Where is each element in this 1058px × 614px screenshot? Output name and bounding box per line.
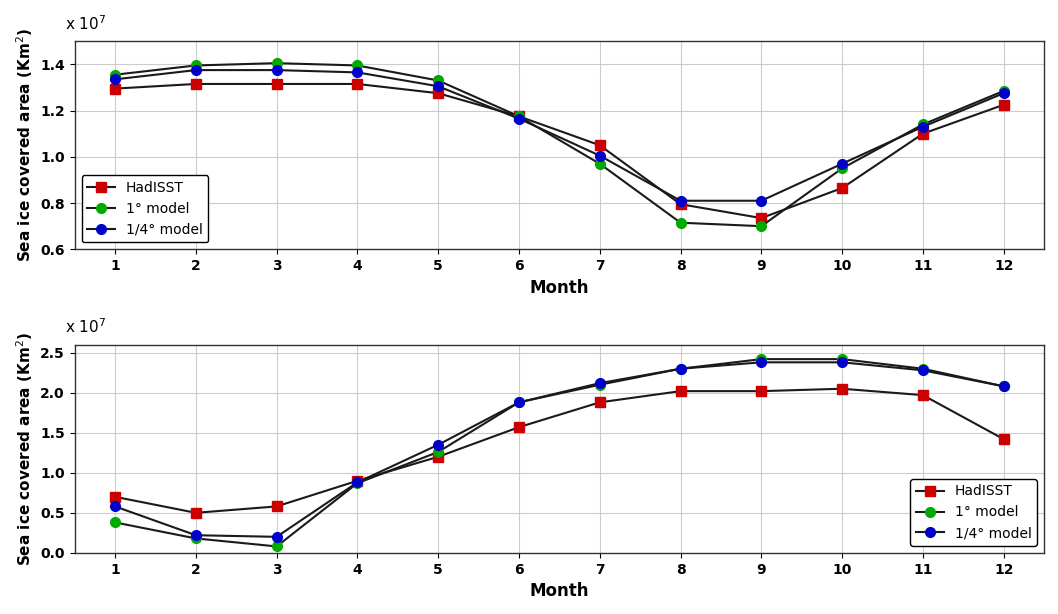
1/4° model <box>916 367 929 374</box>
Text: x 10$^7$: x 10$^7$ <box>65 14 106 33</box>
1° model <box>755 222 768 230</box>
HadISST <box>674 387 687 395</box>
HadISST <box>189 509 202 516</box>
1/4° model <box>513 398 526 406</box>
1° model <box>270 543 282 550</box>
Line: 1° model: 1° model <box>110 58 1008 231</box>
1/4° model <box>109 76 122 83</box>
1° model <box>189 62 202 69</box>
HadISST <box>916 130 929 138</box>
1° model <box>674 219 687 227</box>
1/4° model <box>432 83 444 90</box>
1° model <box>351 480 364 487</box>
1° model <box>513 112 526 120</box>
1° model <box>916 121 929 128</box>
HadISST <box>755 387 768 395</box>
Line: HadISST: HadISST <box>110 79 1008 223</box>
1/4° model <box>432 441 444 448</box>
1° model <box>270 60 282 67</box>
HadISST <box>836 385 849 392</box>
1° model <box>998 383 1010 390</box>
1/4° model <box>351 479 364 486</box>
HadISST <box>594 142 606 149</box>
HadISST <box>755 214 768 222</box>
HadISST <box>513 424 526 431</box>
HadISST <box>270 503 282 510</box>
1/4° model <box>189 532 202 539</box>
Line: HadISST: HadISST <box>110 384 1008 518</box>
1/4° model <box>916 123 929 130</box>
HadISST <box>351 477 364 484</box>
1° model <box>109 71 122 79</box>
1/4° model <box>594 379 606 387</box>
1/4° model <box>351 69 364 76</box>
Line: 1/4° model: 1/4° model <box>110 65 1008 206</box>
HadISST <box>109 85 122 92</box>
1° model <box>674 365 687 373</box>
1° model <box>351 62 364 69</box>
HadISST <box>674 201 687 208</box>
1/4° model <box>189 66 202 74</box>
1/4° model <box>998 90 1010 97</box>
1° model <box>836 356 849 363</box>
1° model <box>755 356 768 363</box>
HadISST <box>998 435 1010 443</box>
HadISST <box>351 80 364 88</box>
Y-axis label: Sea ice covered area (Km$^2$): Sea ice covered area (Km$^2$) <box>14 28 35 262</box>
1/4° model <box>594 152 606 160</box>
1° model <box>998 87 1010 95</box>
Line: 1/4° model: 1/4° model <box>110 357 1008 542</box>
Legend: HadISST, 1° model, 1/4° model: HadISST, 1° model, 1/4° model <box>81 176 208 243</box>
1° model <box>916 365 929 373</box>
1° model <box>594 160 606 168</box>
HadISST <box>998 101 1010 109</box>
Text: x 10$^7$: x 10$^7$ <box>65 317 106 336</box>
X-axis label: Month: Month <box>530 279 589 297</box>
HadISST <box>836 184 849 192</box>
1/4° model <box>513 115 526 122</box>
HadISST <box>270 80 282 88</box>
1/4° model <box>998 383 1010 390</box>
HadISST <box>189 80 202 88</box>
HadISST <box>513 112 526 120</box>
HadISST <box>432 90 444 97</box>
1° model <box>432 448 444 456</box>
1° model <box>513 398 526 406</box>
1° model <box>836 165 849 172</box>
X-axis label: Month: Month <box>530 582 589 600</box>
Y-axis label: Sea ice covered area (Km$^2$): Sea ice covered area (Km$^2$) <box>14 332 35 566</box>
1° model <box>189 535 202 542</box>
1/4° model <box>836 359 849 366</box>
HadISST <box>594 398 606 406</box>
Line: 1° model: 1° model <box>110 354 1008 551</box>
HadISST <box>432 453 444 460</box>
1/4° model <box>270 66 282 74</box>
1° model <box>432 77 444 84</box>
1/4° model <box>109 503 122 510</box>
1° model <box>594 381 606 389</box>
1/4° model <box>674 365 687 373</box>
1/4° model <box>270 533 282 540</box>
1/4° model <box>755 359 768 366</box>
HadISST <box>109 493 122 500</box>
1° model <box>109 519 122 526</box>
1/4° model <box>755 197 768 204</box>
Legend: HadISST, 1° model, 1/4° model: HadISST, 1° model, 1/4° model <box>910 479 1037 546</box>
HadISST <box>916 392 929 399</box>
1/4° model <box>836 160 849 168</box>
1/4° model <box>674 197 687 204</box>
